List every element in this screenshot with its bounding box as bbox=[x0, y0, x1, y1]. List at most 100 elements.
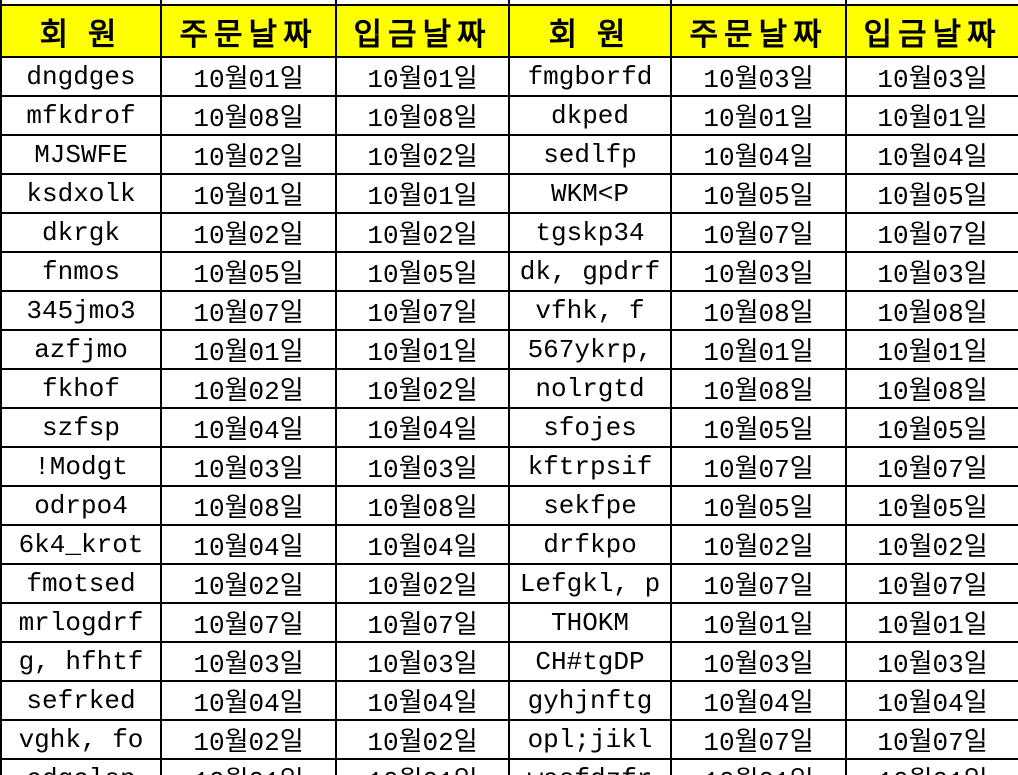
deposit-date-cell[interactable]: 10월07일 bbox=[335, 602, 510, 643]
order-date-cell[interactable]: 10월05일 bbox=[670, 485, 847, 526]
deposit-date-cell[interactable]: 10월07일 bbox=[845, 212, 1018, 253]
deposit-date-cell[interactable]: 10월01일 bbox=[845, 95, 1018, 136]
member-cell[interactable]: kftrpsif bbox=[508, 446, 672, 487]
header-deposit-date[interactable]: 입금날짜 bbox=[845, 4, 1018, 58]
deposit-date-cell[interactable]: 10월03일 bbox=[845, 56, 1018, 97]
deposit-date-cell[interactable]: 10월07일 bbox=[845, 446, 1018, 487]
member-cell[interactable]: MJSWFE bbox=[0, 134, 162, 175]
deposit-date-cell[interactable]: 10월03일 bbox=[845, 251, 1018, 292]
order-date-cell[interactable]: 10월01일 bbox=[670, 758, 847, 775]
member-cell[interactable]: wasfdzfr bbox=[508, 758, 672, 775]
member-cell[interactable]: g, hfhtf bbox=[0, 641, 162, 682]
order-date-cell[interactable]: 10월03일 bbox=[160, 446, 337, 487]
order-date-cell[interactable]: 10월03일 bbox=[160, 641, 337, 682]
header-member[interactable]: 회 원 bbox=[0, 4, 162, 58]
member-cell[interactable]: fkhof bbox=[0, 368, 162, 409]
order-date-cell[interactable]: 10월01일 bbox=[160, 56, 337, 97]
order-date-cell[interactable]: 10월03일 bbox=[670, 251, 847, 292]
deposit-date-cell[interactable]: 10월08일 bbox=[845, 368, 1018, 409]
order-date-cell[interactable]: 10월07일 bbox=[670, 563, 847, 604]
order-date-cell[interactable]: 10월05일 bbox=[160, 251, 337, 292]
member-cell[interactable]: dkped bbox=[508, 95, 672, 136]
deposit-date-cell[interactable]: 10월02일 bbox=[335, 719, 510, 760]
member-cell[interactable]: odrpo4 bbox=[0, 485, 162, 526]
member-cell[interactable]: opl;jikl bbox=[508, 719, 672, 760]
deposit-date-cell[interactable]: 10월03일 bbox=[845, 641, 1018, 682]
deposit-date-cell[interactable]: 10월02일 bbox=[335, 563, 510, 604]
deposit-date-cell[interactable]: 10월04일 bbox=[335, 680, 510, 721]
member-cell[interactable]: sedlfp bbox=[508, 134, 672, 175]
member-cell[interactable]: WKM<P bbox=[508, 173, 672, 214]
deposit-date-cell[interactable]: 10월03일 bbox=[335, 641, 510, 682]
order-date-cell[interactable]: 10월04일 bbox=[670, 134, 847, 175]
member-cell[interactable]: !Modgt bbox=[0, 446, 162, 487]
deposit-date-cell[interactable]: 10월01일 bbox=[845, 758, 1018, 775]
order-date-cell[interactable]: 10월01일 bbox=[670, 602, 847, 643]
order-date-cell[interactable]: 10월04일 bbox=[160, 680, 337, 721]
member-cell[interactable]: mrlogdrf bbox=[0, 602, 162, 643]
order-date-cell[interactable]: 10월04일 bbox=[160, 407, 337, 448]
order-date-cell[interactable]: 10월07일 bbox=[670, 446, 847, 487]
deposit-date-cell[interactable]: 10월08일 bbox=[845, 290, 1018, 331]
member-cell[interactable]: 345jmo3 bbox=[0, 290, 162, 331]
member-cell[interactable]: mfkdrof bbox=[0, 95, 162, 136]
order-date-cell[interactable]: 10월07일 bbox=[160, 602, 337, 643]
deposit-date-cell[interactable]: 10월05일 bbox=[335, 251, 510, 292]
member-cell[interactable]: 567ykrp, bbox=[508, 329, 672, 370]
order-date-cell[interactable]: 10월02일 bbox=[160, 368, 337, 409]
header-order-date[interactable]: 주문날짜 bbox=[670, 4, 847, 58]
member-cell[interactable]: tgskp34 bbox=[508, 212, 672, 253]
deposit-date-cell[interactable]: 10월04일 bbox=[335, 407, 510, 448]
member-cell[interactable]: fnmos bbox=[0, 251, 162, 292]
member-cell[interactable]: nolrgtd bbox=[508, 368, 672, 409]
deposit-date-cell[interactable]: 10월07일 bbox=[845, 563, 1018, 604]
member-cell[interactable]: CH#tgDP bbox=[508, 641, 672, 682]
order-date-cell[interactable]: 10월08일 bbox=[160, 485, 337, 526]
deposit-date-cell[interactable]: 10월08일 bbox=[335, 485, 510, 526]
deposit-date-cell[interactable]: 10월04일 bbox=[845, 680, 1018, 721]
member-cell[interactable]: dkrgk bbox=[0, 212, 162, 253]
deposit-date-cell[interactable]: 10월04일 bbox=[845, 134, 1018, 175]
member-cell[interactable]: THOKM bbox=[508, 602, 672, 643]
member-cell[interactable]: sfojes bbox=[508, 407, 672, 448]
member-cell[interactable]: 6k4_krot bbox=[0, 524, 162, 565]
member-cell[interactable]: edgolsp bbox=[0, 758, 162, 775]
deposit-date-cell[interactable]: 10월03일 bbox=[335, 446, 510, 487]
deposit-date-cell[interactable]: 10월01일 bbox=[335, 758, 510, 775]
deposit-date-cell[interactable]: 10월02일 bbox=[845, 524, 1018, 565]
member-cell[interactable]: drfkpo bbox=[508, 524, 672, 565]
deposit-date-cell[interactable]: 10월02일 bbox=[335, 368, 510, 409]
deposit-date-cell[interactable]: 10월08일 bbox=[335, 95, 510, 136]
order-date-cell[interactable]: 10월01일 bbox=[160, 173, 337, 214]
deposit-date-cell[interactable]: 10월02일 bbox=[335, 134, 510, 175]
deposit-date-cell[interactable]: 10월01일 bbox=[335, 56, 510, 97]
order-date-cell[interactable]: 10월02일 bbox=[160, 212, 337, 253]
order-date-cell[interactable]: 10월02일 bbox=[670, 524, 847, 565]
member-cell[interactable]: dk, gpdrf bbox=[508, 251, 672, 292]
order-date-cell[interactable]: 10월02일 bbox=[160, 134, 337, 175]
member-cell[interactable]: ksdxolk bbox=[0, 173, 162, 214]
order-date-cell[interactable]: 10월07일 bbox=[670, 212, 847, 253]
member-cell[interactable]: dngdges bbox=[0, 56, 162, 97]
header-member[interactable]: 회 원 bbox=[508, 4, 672, 58]
order-date-cell[interactable]: 10월05일 bbox=[670, 407, 847, 448]
member-cell[interactable]: szfsp bbox=[0, 407, 162, 448]
order-date-cell[interactable]: 10월01일 bbox=[670, 329, 847, 370]
member-cell[interactable]: fmgborfd bbox=[508, 56, 672, 97]
member-cell[interactable]: fmotsed bbox=[0, 563, 162, 604]
order-date-cell[interactable]: 10월02일 bbox=[160, 563, 337, 604]
deposit-date-cell[interactable]: 10월05일 bbox=[845, 173, 1018, 214]
order-date-cell[interactable]: 10월08일 bbox=[670, 368, 847, 409]
deposit-date-cell[interactable]: 10월04일 bbox=[335, 524, 510, 565]
deposit-date-cell[interactable]: 10월01일 bbox=[335, 173, 510, 214]
order-date-cell[interactable]: 10월07일 bbox=[670, 719, 847, 760]
order-date-cell[interactable]: 10월01일 bbox=[160, 329, 337, 370]
member-cell[interactable]: sekfpe bbox=[508, 485, 672, 526]
member-cell[interactable]: vfhk, f bbox=[508, 290, 672, 331]
deposit-date-cell[interactable]: 10월05일 bbox=[845, 407, 1018, 448]
header-deposit-date[interactable]: 입금날짜 bbox=[335, 4, 510, 58]
order-date-cell[interactable]: 10월03일 bbox=[670, 56, 847, 97]
member-cell[interactable]: azfjmo bbox=[0, 329, 162, 370]
member-cell[interactable]: sefrked bbox=[0, 680, 162, 721]
deposit-date-cell[interactable]: 10월01일 bbox=[845, 329, 1018, 370]
